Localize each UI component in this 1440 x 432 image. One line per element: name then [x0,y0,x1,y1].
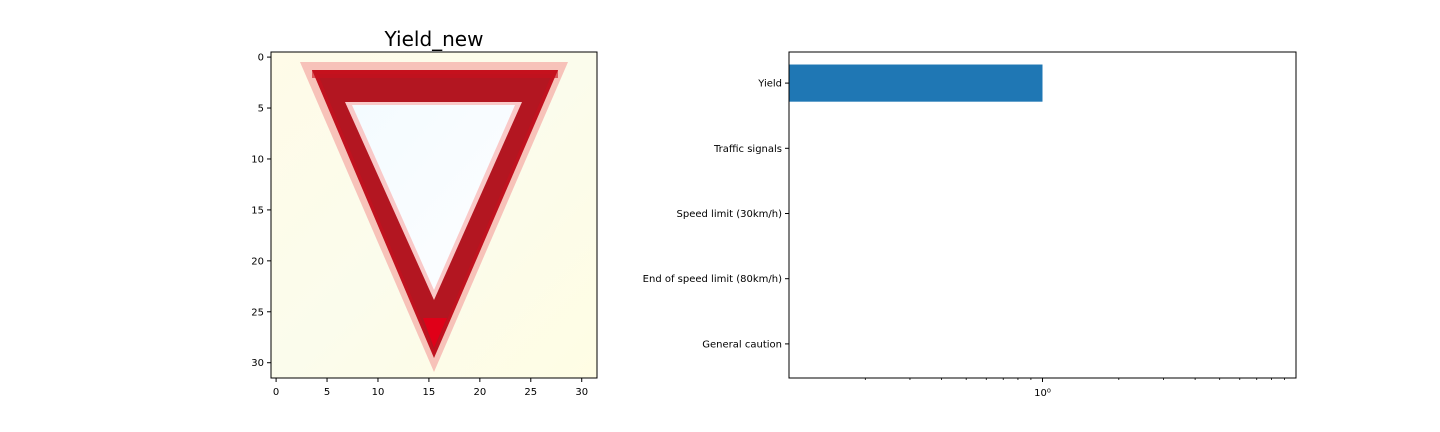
image-y-tick-label: 15 [251,205,264,216]
image-x-tick-label: 0 [273,387,279,398]
bar [789,64,1043,102]
bar-series [789,64,1043,102]
image-frame [270,51,598,379]
image-x-tick-label: 25 [524,387,537,398]
bar-y-axis: Yield Traffic signals Speed limit (30km/h)… [643,79,789,350]
yield-sign-image [271,52,597,378]
bar-chart: Yield Traffic signals Speed limit (30km/h)… [643,51,1297,399]
bar-category-label: General caution [702,339,782,350]
image-x-tick-label: 20 [473,387,486,398]
image-x-tick-label: 5 [324,387,330,398]
image-y-tick-label: 5 [258,104,264,115]
bar-chart-frame [789,52,1296,378]
image-x-tick-label: 15 [423,387,436,398]
image-y-tick-label: 20 [251,256,264,267]
image-y-tick-label: 10 [251,154,264,165]
image-x-axis: 0 5 10 15 20 25 30 [273,378,588,398]
bar-category-label: Traffic signals [713,144,782,155]
bar-x-axis: 10⁰ [864,378,1285,399]
image-x-tick-label: 30 [575,387,588,398]
image-x-tick-label: 10 [372,387,385,398]
image-y-tick-label: 30 [251,358,264,369]
image-y-axis: 0 5 10 15 20 25 30 [251,53,271,369]
bar-category-label: Yield [757,79,782,90]
image-panel: Yield_new 0 5 10 15 20 25 30 0 5 10 15 20 25 30 [251,27,598,398]
bar-category-label: Speed limit (30km/h) [677,209,783,220]
image-title: Yield_new [384,27,484,51]
image-y-tick-label: 25 [251,307,264,318]
bar-category-label: End of speed limit (80km/h) [643,274,782,285]
bar-x-tick-label: 10⁰ [1034,388,1051,399]
image-y-tick-label: 0 [258,53,264,64]
